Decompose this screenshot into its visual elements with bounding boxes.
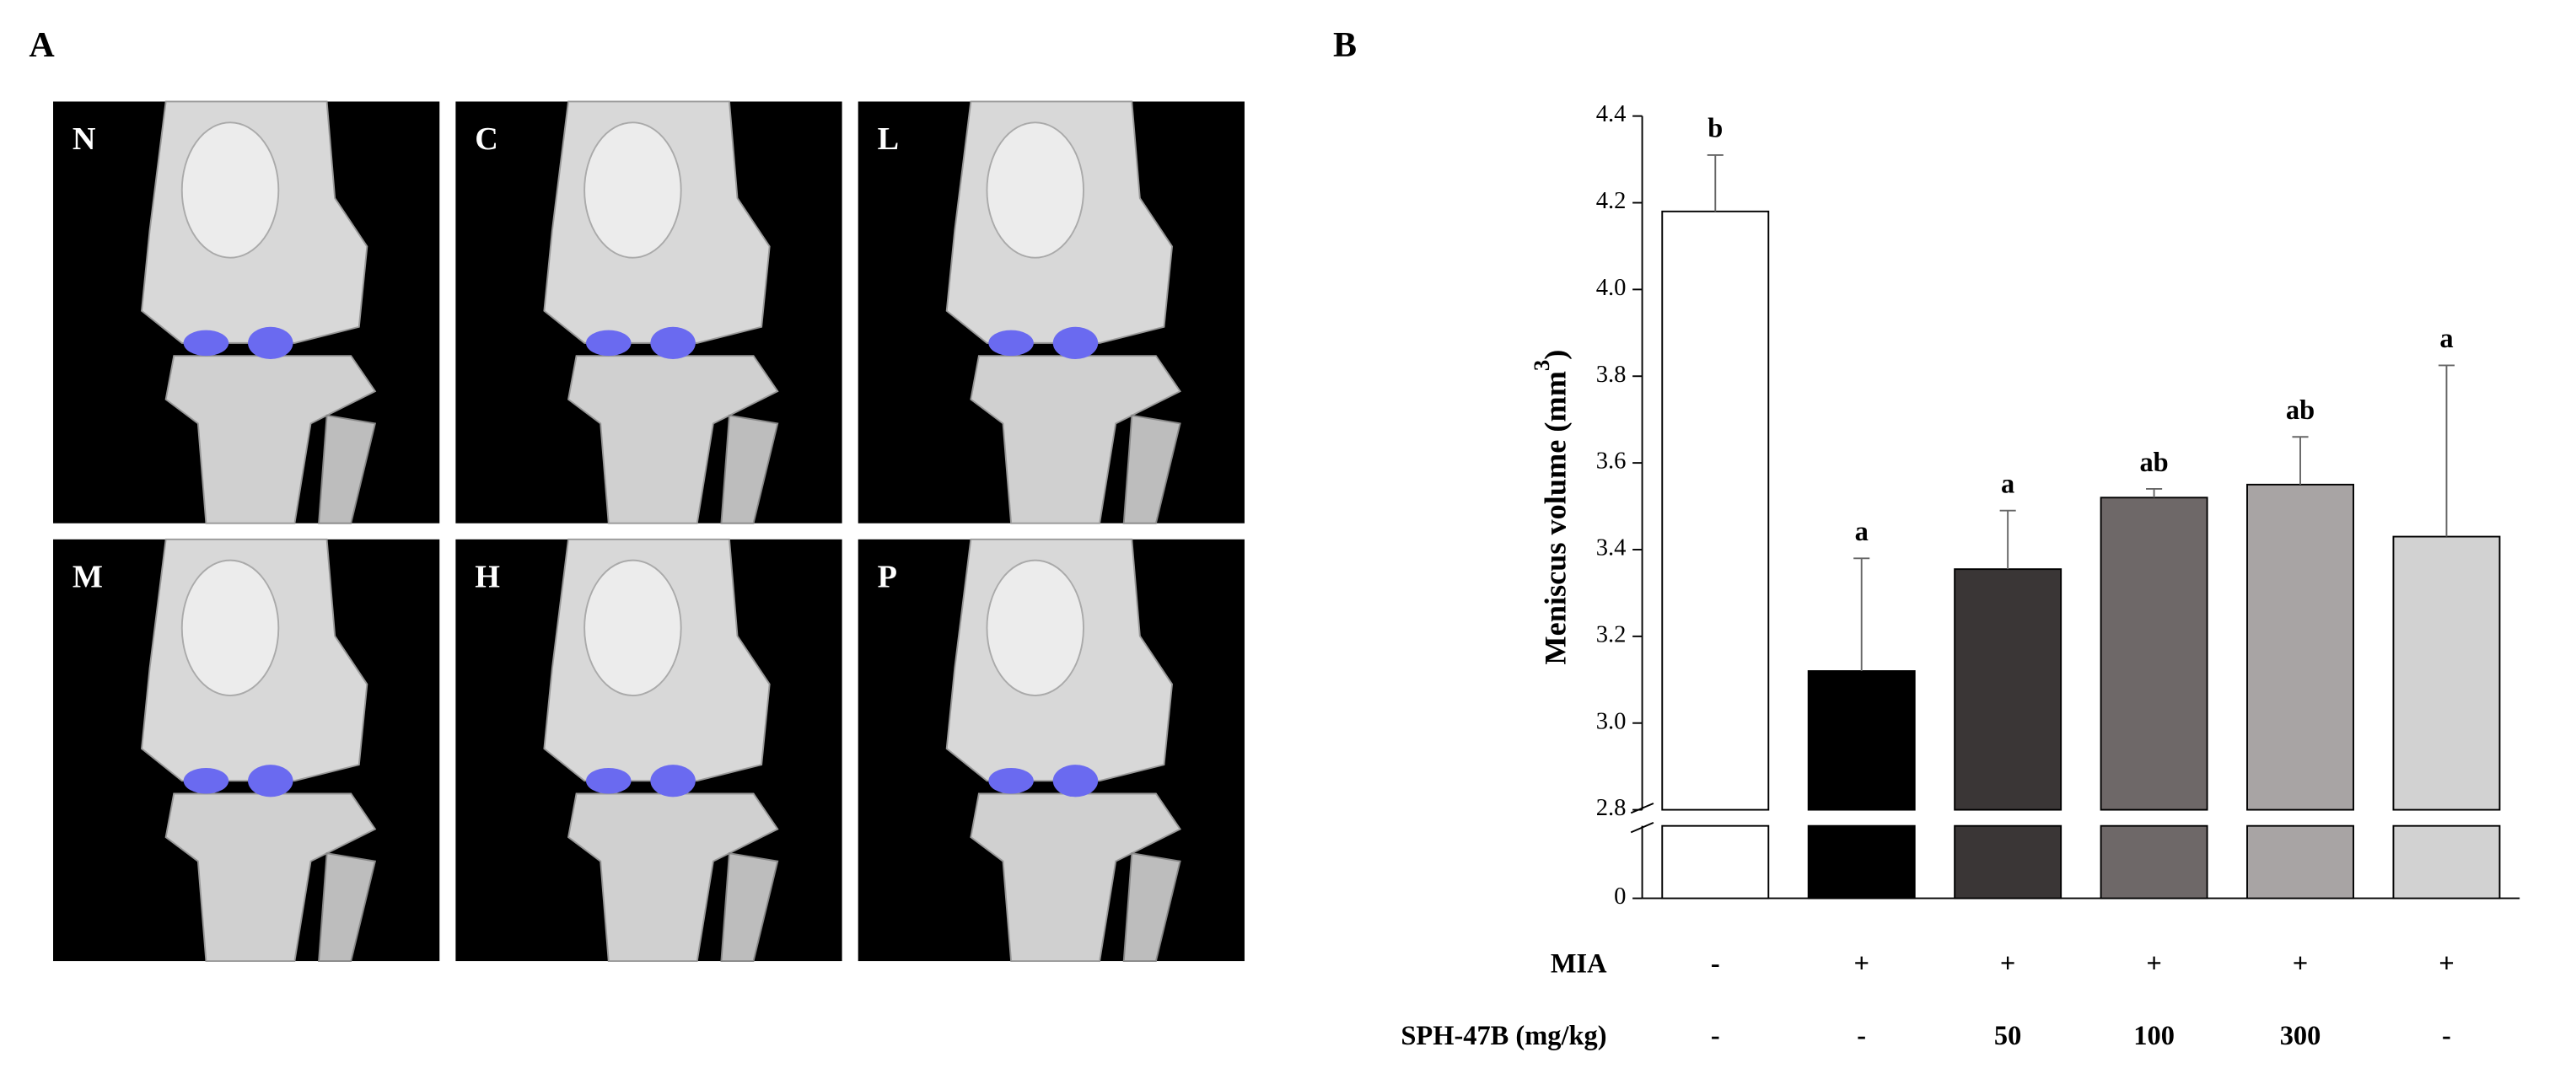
row-cell: + — [1853, 948, 1869, 979]
row-cell: - — [1711, 948, 1720, 979]
significance-letter: ab — [2286, 395, 2315, 426]
row-cell: - — [2442, 1021, 2451, 1051]
meniscus — [650, 326, 696, 359]
panel-label: A — [29, 26, 55, 65]
bar — [2100, 497, 2208, 811]
fibula — [1122, 414, 1181, 524]
meniscus — [248, 326, 293, 359]
patella — [583, 121, 682, 259]
meniscus — [1052, 765, 1099, 797]
row-cell: + — [2293, 948, 2308, 979]
bar — [1661, 210, 1770, 811]
significance-letter: ab — [2139, 448, 2168, 478]
patella — [180, 121, 280, 259]
patella — [583, 559, 682, 696]
bone: H — [475, 538, 779, 963]
y-tick-label: 3.6 — [1596, 448, 1627, 475]
row-cell: 300 — [2280, 1021, 2321, 1051]
image-label: C — [475, 121, 498, 157]
bar — [2246, 483, 2354, 811]
row-cell: + — [2146, 948, 2161, 979]
row-cell: - — [1711, 1021, 1720, 1051]
y-tick-label: 3.8 — [1596, 361, 1627, 388]
bar — [1954, 568, 2062, 811]
bone: N — [73, 100, 377, 524]
bar-stub — [2246, 824, 2354, 899]
y-tick-label: 4.0 — [1596, 274, 1627, 301]
significance-letter: a — [1855, 517, 1869, 547]
meniscus — [1052, 326, 1099, 359]
row-cell: + — [2000, 948, 2015, 979]
fibula — [1122, 852, 1181, 963]
meniscus — [183, 767, 229, 794]
patella — [986, 121, 1084, 259]
bar-stub — [1954, 824, 2062, 899]
meniscus — [586, 767, 632, 794]
image-label: P — [878, 559, 897, 594]
meniscus — [586, 330, 632, 357]
significance-letter: b — [1707, 114, 1723, 144]
meniscus — [988, 767, 1034, 794]
image-label: M — [73, 559, 103, 594]
tibia — [970, 792, 1181, 963]
tibia — [970, 355, 1181, 524]
bone: L — [878, 100, 1181, 524]
fibula — [318, 852, 377, 963]
tibia — [164, 355, 377, 524]
tibia — [164, 792, 377, 963]
fibula — [720, 414, 779, 524]
y-label-sup: 3 — [1529, 360, 1554, 371]
y-tick-label: 0 — [1614, 883, 1626, 910]
row-label: SPH-47B (mg/kg) — [1401, 1021, 1606, 1051]
meniscus — [988, 330, 1034, 357]
bar-stub — [1661, 824, 1770, 899]
y-label-end: ) — [1539, 350, 1573, 360]
image-label: L — [878, 121, 899, 157]
row-cell: 100 — [2133, 1021, 2175, 1051]
axis-break — [1630, 821, 1654, 834]
row-cell: - — [1857, 1021, 1866, 1051]
y-axis-label: Meniscus volume (mm3) — [1529, 350, 1572, 665]
panel-label: B — [1333, 26, 1357, 65]
bar-stub — [1807, 824, 1916, 899]
y-label-text: Meniscus volume (mm — [1539, 371, 1573, 665]
row-label: MIA — [1551, 948, 1607, 979]
bone: C — [475, 100, 779, 524]
y-tick-label: 2.8 — [1596, 794, 1627, 821]
row-cell: 50 — [1994, 1021, 2021, 1051]
y-tick-label: 4.2 — [1596, 187, 1627, 214]
tibia — [567, 792, 779, 963]
row-cell: + — [2439, 948, 2454, 979]
axis-break — [1630, 803, 1654, 814]
meniscus — [183, 330, 229, 357]
bar — [2392, 535, 2501, 811]
significance-letter: a — [2439, 324, 2453, 354]
y-tick-label: 3.2 — [1596, 620, 1627, 647]
bar — [1807, 670, 1916, 811]
meniscus — [248, 765, 293, 797]
bar-stub — [2100, 824, 2208, 899]
patella — [180, 559, 280, 696]
y-tick-label: 4.4 — [1596, 100, 1627, 127]
y-tick-label: 3.0 — [1596, 707, 1627, 734]
y-tick-label: 3.4 — [1596, 534, 1627, 561]
meniscus — [650, 765, 696, 797]
fibula — [318, 414, 377, 524]
patella — [986, 559, 1084, 696]
bar-stub — [2392, 824, 2501, 899]
tibia — [567, 355, 779, 524]
image-label: N — [73, 121, 96, 157]
image-label: H — [475, 559, 500, 594]
significance-letter: a — [2001, 470, 2014, 500]
bone: P — [878, 538, 1181, 963]
fibula — [720, 852, 779, 963]
bone: M — [73, 538, 377, 963]
